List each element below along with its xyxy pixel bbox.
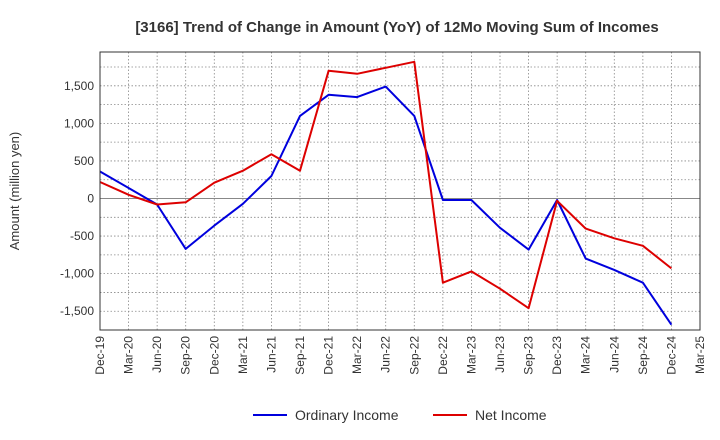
y-tick-label: 0 xyxy=(87,192,94,206)
legend-label: Net Income xyxy=(475,407,547,423)
series-line xyxy=(99,60,673,310)
y-tick-label: -1,500 xyxy=(60,304,94,318)
chart-title: [3166] Trend of Change in Amount (YoY) o… xyxy=(135,19,658,36)
x-tick-label: Mar-21 xyxy=(236,336,250,374)
x-tick-label: Jun-20 xyxy=(150,336,164,373)
grid xyxy=(100,52,700,331)
x-tick-label: Mar-22 xyxy=(350,336,364,374)
y-tick-labels: 1,500 1,000 500 0 -500 -1,000 -1,500 xyxy=(60,79,94,318)
series-group xyxy=(99,60,673,326)
series-line xyxy=(99,85,673,326)
legend: Ordinary Income Net Income xyxy=(253,407,547,423)
x-tick-label: Dec-19 xyxy=(93,336,107,375)
x-tick-label: Sep-22 xyxy=(407,336,421,375)
x-tick-label: Dec-21 xyxy=(322,336,336,375)
legend-label: Ordinary Income xyxy=(295,407,399,423)
x-tick-label: Sep-24 xyxy=(636,336,650,375)
y-tick-label: -500 xyxy=(70,229,94,243)
plot-frame xyxy=(99,51,701,331)
x-tick-label: Sep-23 xyxy=(522,336,536,375)
y-tick-label: 500 xyxy=(74,154,94,168)
x-tick-label: Dec-22 xyxy=(436,336,450,375)
x-tick-label: Sep-21 xyxy=(293,336,307,375)
x-tick-label: Mar-24 xyxy=(579,336,593,374)
x-tick-label: Mar-20 xyxy=(122,336,136,374)
x-tick-label: Mar-23 xyxy=(464,336,478,374)
x-tick-label: Dec-23 xyxy=(550,336,564,375)
x-tick-label: Dec-20 xyxy=(207,336,221,375)
y-axis-title: Amount (million yen) xyxy=(7,132,22,251)
x-tick-labels: Dec-19 Mar-20 Jun-20 Sep-20 Dec-20 Mar-21 Jun-… xyxy=(93,336,707,375)
x-tick-label: Dec-24 xyxy=(664,336,678,375)
x-tick-label: Sep-20 xyxy=(179,336,193,375)
x-tick-label: Jun-24 xyxy=(607,336,621,373)
y-tick-label: -1,000 xyxy=(60,267,94,281)
x-tick-label: Mar-25 xyxy=(693,336,707,374)
y-tick-label: 1,000 xyxy=(64,116,94,130)
x-tick-label: Jun-21 xyxy=(264,336,278,373)
x-tick-label: Jun-23 xyxy=(493,336,507,373)
y-tick-label: 1,500 xyxy=(64,79,94,93)
x-tick-label: Jun-22 xyxy=(379,336,393,373)
